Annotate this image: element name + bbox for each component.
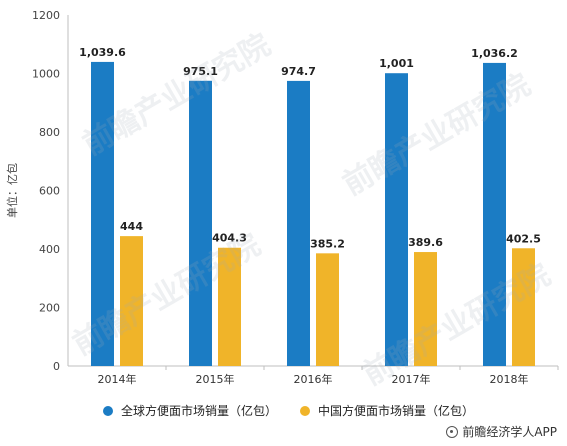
data-label-china: 389.6 (408, 236, 443, 249)
data-label-global: 1,036.2 (471, 47, 518, 60)
x-tick-label: 2017年 (392, 372, 431, 386)
legend-marker-global (103, 405, 113, 416)
legend-label-global: 全球方便面市场销量（亿包） (121, 404, 278, 418)
bar-global (483, 62, 506, 366)
source-text: 前瞻经济学人APP (462, 425, 557, 439)
x-tick-label: 2016年 (294, 372, 333, 386)
legend-item-china: 中国方便面市场销量（亿包） (300, 402, 474, 419)
data-label-global: 1,039.6 (79, 46, 126, 59)
y-axis-title: 单位：亿包 (5, 163, 19, 218)
bar-global (91, 61, 114, 367)
y-tick-label: 200 (39, 302, 60, 315)
source-credit: 前瞻经济学人APP (446, 423, 557, 440)
camera-icon (446, 425, 459, 438)
data-label-global: 975.1 (183, 65, 218, 78)
y-tick-label: 600 (39, 185, 60, 198)
data-label-china: 402.5 (506, 232, 541, 245)
bar-global (287, 80, 310, 366)
x-tick-label: 2018年 (490, 372, 529, 386)
x-tick-label: 2014年 (98, 372, 137, 386)
legend: 全球方便面市场销量（亿包） 中国方便面市场销量（亿包） (0, 402, 567, 424)
y-tick-label: 800 (39, 126, 60, 139)
bar-china (414, 252, 437, 366)
legend-item-global: 全球方便面市场销量（亿包） (103, 402, 277, 419)
bar-global (385, 73, 408, 367)
data-label-global: 1,001 (379, 57, 414, 70)
y-tick-label: 1000 (32, 68, 60, 81)
bar-china (512, 248, 535, 366)
y-tick-label: 0 (53, 360, 60, 373)
bar-global (189, 80, 212, 366)
data-label-china: 404.3 (212, 232, 247, 245)
x-tick-label: 2015年 (196, 372, 235, 386)
data-label-china: 444 (120, 220, 143, 233)
legend-marker-china (300, 405, 310, 416)
y-tick-label: 400 (39, 243, 60, 256)
bar-china (218, 247, 241, 366)
y-tick-label: 1200 (32, 9, 60, 22)
data-label-global: 974.7 (281, 65, 316, 78)
legend-label-china: 中国方便面市场销量（亿包） (318, 404, 475, 418)
bar-china (120, 236, 143, 366)
data-label-china: 385.2 (310, 237, 345, 250)
bar-china (316, 253, 339, 366)
